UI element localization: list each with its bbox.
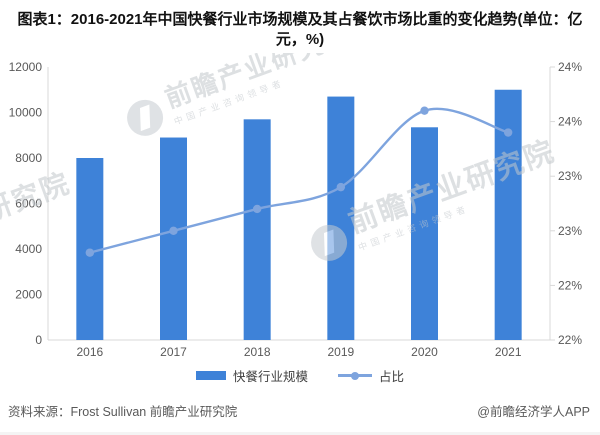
- bar-2018: [243, 118, 271, 340]
- legend-label-ratio: 占比: [379, 370, 405, 384]
- ratio-line: [88, 107, 510, 254]
- chart-title: 图表1：2016-2021年中国快餐行业市场规模及其占餐饮市场比重的变化趋势(单…: [17, 11, 583, 49]
- bar-2019: [327, 96, 355, 340]
- line-marker-2020: [420, 105, 429, 115]
- bar-2020: [411, 126, 438, 340]
- left-axis-tick-label: 6000: [15, 196, 42, 210]
- right-axis-tick-label: 22%: [558, 278, 582, 292]
- right-axis-tick-label: 23%: [558, 223, 582, 237]
- right-axis-tick-label: 23%: [558, 169, 582, 183]
- left-axis-tick-label: 8000: [15, 151, 42, 165]
- line-marker-2019: [336, 182, 346, 191]
- legend: 快餐行业规模 占比: [0, 365, 600, 387]
- line-marker-2018: [252, 204, 262, 213]
- legend-item-market-size: 快餐行业规模: [195, 366, 308, 385]
- legend-bar-swatch: [195, 371, 226, 380]
- left-axis-tick-label: 0: [35, 333, 42, 347]
- legend-label-market-size: 快餐行业规模: [232, 370, 308, 384]
- left-axis-tick-label: 12000: [9, 60, 43, 74]
- footer: 资料来源：Frost Sullivan 前瞻产业研究院 @前瞻经济学人APP: [0, 401, 600, 420]
- x-axis-label-2017: 2017: [160, 345, 187, 359]
- chart-area: 0 2000 4000 6000 8000 10000 12000 22% 22% 23% 23% 2…: [0, 53, 600, 365]
- legend-line-swatch: [338, 371, 372, 380]
- bar-2021: [494, 89, 522, 340]
- bottom-divider: [0, 432, 600, 435]
- combo-chart-svg: 0 2000 4000 6000 8000 10000 12000 22% 22% 23% 23% 2…: [9, 60, 583, 359]
- right-axis-tick-label: 24%: [558, 114, 582, 128]
- right-axis-tick-label: 24%: [558, 60, 582, 74]
- bar-2017: [160, 137, 187, 340]
- line-marker-2016: [85, 247, 95, 257]
- x-axis-label-2016: 2016: [76, 345, 103, 359]
- line-marker-2021: [503, 127, 513, 137]
- left-axis-tick-label: 4000: [15, 242, 42, 256]
- left-axis-tick-label: 2000: [15, 287, 42, 301]
- credit-note: @前瞻经济学人APP: [477, 404, 590, 419]
- x-axis-label-2019: 2019: [327, 345, 354, 359]
- legend-line-marker-icon: [351, 371, 359, 380]
- legend-item-ratio: 占比: [338, 366, 404, 385]
- line-marker-2017: [169, 226, 178, 235]
- source-note: 资料来源：Frost Sullivan 前瞻产业研究院: [8, 404, 238, 419]
- x-axis-label-2018: 2018: [244, 345, 271, 359]
- right-axis-tick-label: 22%: [558, 333, 582, 347]
- x-axis-label-2020: 2020: [411, 345, 438, 359]
- x-axis-label-2021: 2021: [495, 345, 522, 359]
- left-axis-tick-label: 10000: [9, 105, 43, 119]
